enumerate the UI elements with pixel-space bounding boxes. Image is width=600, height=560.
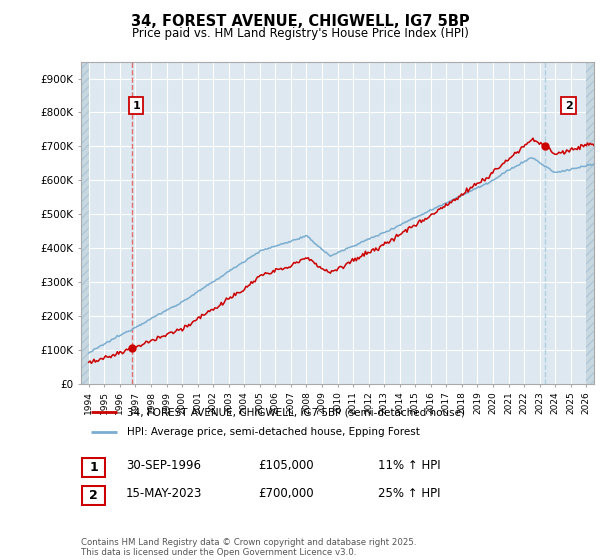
Text: £700,000: £700,000 <box>258 487 314 501</box>
Text: 25% ↑ HPI: 25% ↑ HPI <box>378 487 440 501</box>
Text: Price paid vs. HM Land Registry's House Price Index (HPI): Price paid vs. HM Land Registry's House … <box>131 27 469 40</box>
Text: 15-MAY-2023: 15-MAY-2023 <box>126 487 202 501</box>
FancyBboxPatch shape <box>82 458 105 477</box>
Text: Contains HM Land Registry data © Crown copyright and database right 2025.
This d: Contains HM Land Registry data © Crown c… <box>81 538 416 557</box>
Text: 34, FOREST AVENUE, CHIGWELL, IG7 5BP: 34, FOREST AVENUE, CHIGWELL, IG7 5BP <box>131 14 469 29</box>
Bar <box>81 62 89 384</box>
Bar <box>586 62 594 384</box>
Text: 34, FOREST AVENUE, CHIGWELL, IG7 5BP (semi-detached house): 34, FOREST AVENUE, CHIGWELL, IG7 5BP (se… <box>127 407 465 417</box>
Text: 30-SEP-1996: 30-SEP-1996 <box>126 459 201 473</box>
Text: 1: 1 <box>89 461 98 474</box>
Text: 2: 2 <box>89 489 98 502</box>
Text: 11% ↑ HPI: 11% ↑ HPI <box>378 459 440 473</box>
Text: £105,000: £105,000 <box>258 459 314 473</box>
Text: HPI: Average price, semi-detached house, Epping Forest: HPI: Average price, semi-detached house,… <box>127 427 420 437</box>
Text: 2: 2 <box>565 101 572 111</box>
Text: 1: 1 <box>133 101 140 111</box>
FancyBboxPatch shape <box>82 486 105 505</box>
